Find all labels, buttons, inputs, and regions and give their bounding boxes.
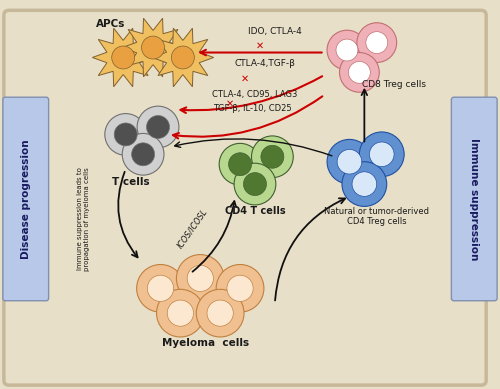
Circle shape xyxy=(357,23,397,63)
Circle shape xyxy=(360,132,404,177)
Circle shape xyxy=(176,254,224,302)
Circle shape xyxy=(352,172,376,196)
Circle shape xyxy=(114,123,137,146)
Text: TGF-β, IL-10, CD25: TGF-β, IL-10, CD25 xyxy=(213,104,292,113)
Text: Myeloma  cells: Myeloma cells xyxy=(162,338,249,348)
Circle shape xyxy=(366,32,388,54)
Circle shape xyxy=(187,265,214,291)
Polygon shape xyxy=(122,18,184,77)
Text: Immune suppression: Immune suppression xyxy=(469,138,479,260)
Circle shape xyxy=(136,265,184,312)
Circle shape xyxy=(148,275,174,301)
Circle shape xyxy=(122,133,164,175)
Circle shape xyxy=(216,265,264,312)
Circle shape xyxy=(228,153,252,176)
Circle shape xyxy=(327,30,367,70)
Circle shape xyxy=(252,136,294,178)
FancyBboxPatch shape xyxy=(452,97,497,301)
Circle shape xyxy=(337,149,362,174)
Text: ✕: ✕ xyxy=(241,74,249,84)
Circle shape xyxy=(327,139,372,184)
Text: APCs: APCs xyxy=(96,19,126,29)
Text: Disease progression: Disease progression xyxy=(21,139,31,259)
Text: T cells: T cells xyxy=(112,177,150,187)
Circle shape xyxy=(168,300,194,326)
Circle shape xyxy=(340,53,380,92)
Circle shape xyxy=(370,142,394,166)
Text: ICOS/ICOSL: ICOS/ICOSL xyxy=(176,207,210,250)
Circle shape xyxy=(234,163,276,205)
FancyBboxPatch shape xyxy=(3,97,48,301)
Circle shape xyxy=(142,36,165,59)
Text: CD4 T cells: CD4 T cells xyxy=(224,207,286,216)
Circle shape xyxy=(348,61,370,83)
Text: CTLA-4, CD95, LAG3: CTLA-4, CD95, LAG3 xyxy=(212,90,298,99)
Circle shape xyxy=(342,162,386,207)
Text: CD8 Treg cells: CD8 Treg cells xyxy=(362,80,426,89)
Text: IDO, CTLA-4: IDO, CTLA-4 xyxy=(248,27,302,36)
Circle shape xyxy=(196,289,244,337)
Circle shape xyxy=(137,106,179,148)
Polygon shape xyxy=(152,28,214,87)
Circle shape xyxy=(336,39,358,61)
Circle shape xyxy=(112,46,134,69)
Text: Immune suppression leads to
propagation of myeloma cells: Immune suppression leads to propagation … xyxy=(77,167,90,271)
Text: CTLA-4,TGF-β: CTLA-4,TGF-β xyxy=(234,60,296,68)
Text: ✕: ✕ xyxy=(226,99,234,109)
Circle shape xyxy=(132,143,154,166)
Circle shape xyxy=(105,114,146,155)
Text: Natural or tumor-derived
CD4 Treg cells: Natural or tumor-derived CD4 Treg cells xyxy=(324,207,430,226)
FancyBboxPatch shape xyxy=(4,11,486,385)
Text: ✕: ✕ xyxy=(256,41,264,51)
Circle shape xyxy=(146,116,170,138)
Circle shape xyxy=(244,173,266,196)
Circle shape xyxy=(227,275,253,301)
Circle shape xyxy=(172,46,194,69)
Circle shape xyxy=(207,300,234,326)
Polygon shape xyxy=(92,28,154,87)
Circle shape xyxy=(261,145,284,168)
Circle shape xyxy=(219,144,261,185)
Circle shape xyxy=(156,289,204,337)
